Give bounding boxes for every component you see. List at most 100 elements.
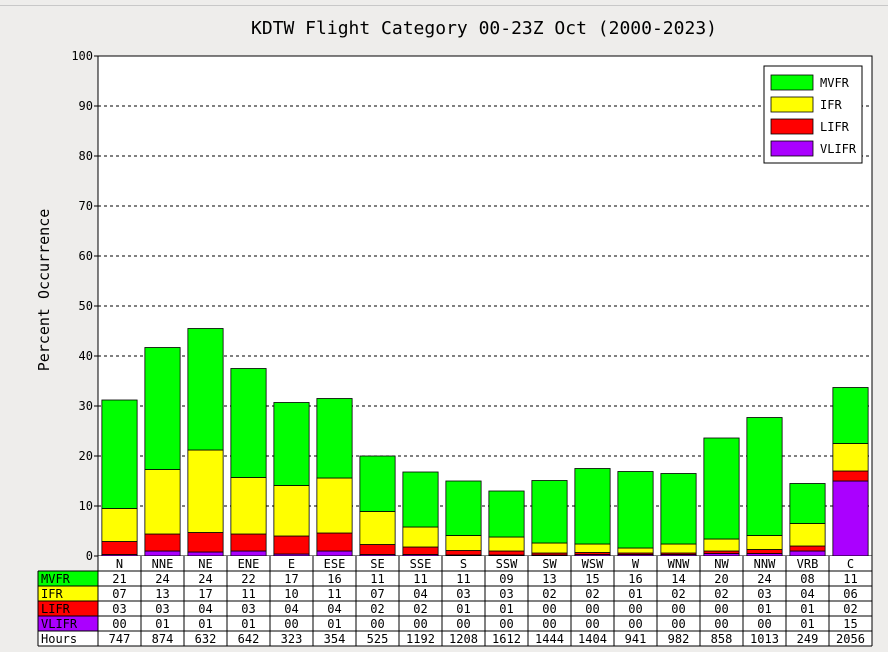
bar-mvfr-ese bbox=[316, 398, 353, 479]
table-cell: 00 bbox=[542, 602, 556, 616]
table-cell: 1208 bbox=[449, 632, 478, 646]
table-cell: 1192 bbox=[406, 632, 435, 646]
table-cell: 01 bbox=[198, 617, 212, 631]
table-cell: 24 bbox=[198, 572, 212, 586]
x-tick-label-wnw: WNW bbox=[668, 557, 690, 571]
table-row-label-mvfr: MVFR bbox=[41, 572, 71, 586]
table-cell: 02 bbox=[843, 602, 857, 616]
table-cell: 00 bbox=[628, 617, 642, 631]
table-cell: 17 bbox=[284, 572, 298, 586]
x-tick-label-sse: SSE bbox=[410, 557, 432, 571]
table-cell: 00 bbox=[714, 617, 728, 631]
x-tick-label-ne: NE bbox=[198, 557, 212, 571]
bar-ifr-vrb bbox=[789, 523, 826, 547]
table-cell: 04 bbox=[413, 587, 427, 601]
bar-lifr-e bbox=[273, 535, 310, 555]
table-cell: 354 bbox=[324, 632, 346, 646]
bar-lifr-ne bbox=[187, 532, 224, 553]
table-cell: 00 bbox=[112, 617, 126, 631]
legend-swatch-lifr bbox=[770, 118, 814, 135]
table-cell: 01 bbox=[800, 602, 814, 616]
y-tick-label: 50 bbox=[79, 299, 93, 313]
bar-ifr-nne bbox=[144, 469, 181, 535]
table-cell: 632 bbox=[195, 632, 217, 646]
y-tick-label: 20 bbox=[79, 449, 93, 463]
table-cell: 21 bbox=[112, 572, 126, 586]
table-row-label-bg-hours bbox=[38, 631, 98, 646]
y-tick-label: 60 bbox=[79, 249, 93, 263]
table-cell: 01 bbox=[499, 602, 513, 616]
legend-label-ifr: IFR bbox=[820, 98, 842, 112]
table-cell: 02 bbox=[585, 587, 599, 601]
bar-lifr-se bbox=[359, 544, 396, 555]
table-cell: 22 bbox=[241, 572, 255, 586]
x-tick-label-ssw: SSW bbox=[496, 557, 518, 571]
table-cell: 00 bbox=[757, 617, 771, 631]
table-cell: 941 bbox=[625, 632, 647, 646]
table-cell: 09 bbox=[499, 572, 513, 586]
table-cell: 03 bbox=[757, 587, 771, 601]
x-tick-label-n: N bbox=[116, 557, 123, 571]
bar-ifr-se bbox=[359, 511, 396, 545]
table-cell: 24 bbox=[155, 572, 169, 586]
table-cell: 747 bbox=[109, 632, 131, 646]
table-cell: 11 bbox=[327, 587, 341, 601]
bar-ifr-wnw bbox=[660, 543, 697, 554]
table-cell: 00 bbox=[714, 602, 728, 616]
table-cell: 1612 bbox=[492, 632, 521, 646]
table-cell: 03 bbox=[456, 587, 470, 601]
bar-lifr-s bbox=[445, 550, 482, 556]
table-cell: 04 bbox=[327, 602, 341, 616]
table-cell: 02 bbox=[714, 587, 728, 601]
table-cell: 15 bbox=[585, 572, 599, 586]
bar-ifr-sw bbox=[531, 542, 568, 554]
bar-mvfr-wsw bbox=[574, 468, 611, 545]
table-cell: 03 bbox=[155, 602, 169, 616]
table-cell: 04 bbox=[284, 602, 298, 616]
x-tick-label-e: E bbox=[288, 557, 295, 571]
table-cell: 00 bbox=[413, 617, 427, 631]
table-cell: 11 bbox=[456, 572, 470, 586]
table-cell: 1013 bbox=[750, 632, 779, 646]
table-cell: 249 bbox=[797, 632, 819, 646]
table-row-label-bg-mvfr bbox=[38, 571, 98, 586]
bar-ifr-nw bbox=[703, 538, 740, 552]
table-cell: 01 bbox=[628, 587, 642, 601]
bar-ifr-nnw bbox=[746, 535, 783, 550]
bar-vlifr-vrb bbox=[789, 550, 826, 557]
table-cell: 01 bbox=[757, 602, 771, 616]
bar-vlifr-ene bbox=[230, 550, 267, 557]
bar-mvfr-sse bbox=[402, 471, 439, 528]
table-cell: 03 bbox=[499, 587, 513, 601]
table-cell: 24 bbox=[757, 572, 771, 586]
table-cell: 858 bbox=[711, 632, 733, 646]
bar-vlifr-ese bbox=[316, 550, 353, 557]
bar-ifr-wsw bbox=[574, 543, 611, 553]
bar-lifr-n bbox=[101, 541, 138, 555]
bar-vlifr-c bbox=[832, 480, 869, 557]
y-tick-label: 80 bbox=[79, 149, 93, 163]
y-tick-label: 40 bbox=[79, 349, 93, 363]
y-tick-label: 70 bbox=[79, 199, 93, 213]
table-cell: 00 bbox=[628, 602, 642, 616]
table-cell: 01 bbox=[327, 617, 341, 631]
bar-ifr-ssw bbox=[488, 536, 525, 552]
x-tick-label-vrb: VRB bbox=[797, 557, 819, 571]
table-cell: 04 bbox=[198, 602, 212, 616]
legend-label-mvfr: MVFR bbox=[820, 76, 850, 90]
table-cell: 17 bbox=[198, 587, 212, 601]
table-cell: 00 bbox=[370, 617, 384, 631]
bar-lifr-ssw bbox=[488, 550, 525, 556]
x-tick-label-c: C bbox=[847, 557, 854, 571]
table-cell: 13 bbox=[542, 572, 556, 586]
table-cell: 525 bbox=[367, 632, 389, 646]
y-axis-label: Percent Occurrence bbox=[35, 209, 53, 372]
table-cell: 00 bbox=[456, 617, 470, 631]
x-tick-label-wsw: WSW bbox=[582, 557, 604, 571]
table-cell: 20 bbox=[714, 572, 728, 586]
table-cell: 13 bbox=[155, 587, 169, 601]
bar-mvfr-vrb bbox=[789, 483, 826, 524]
table-row-label-ifr: IFR bbox=[41, 587, 63, 601]
table-cell: 03 bbox=[241, 602, 255, 616]
legend-label-vlifr: VLIFR bbox=[820, 142, 857, 156]
